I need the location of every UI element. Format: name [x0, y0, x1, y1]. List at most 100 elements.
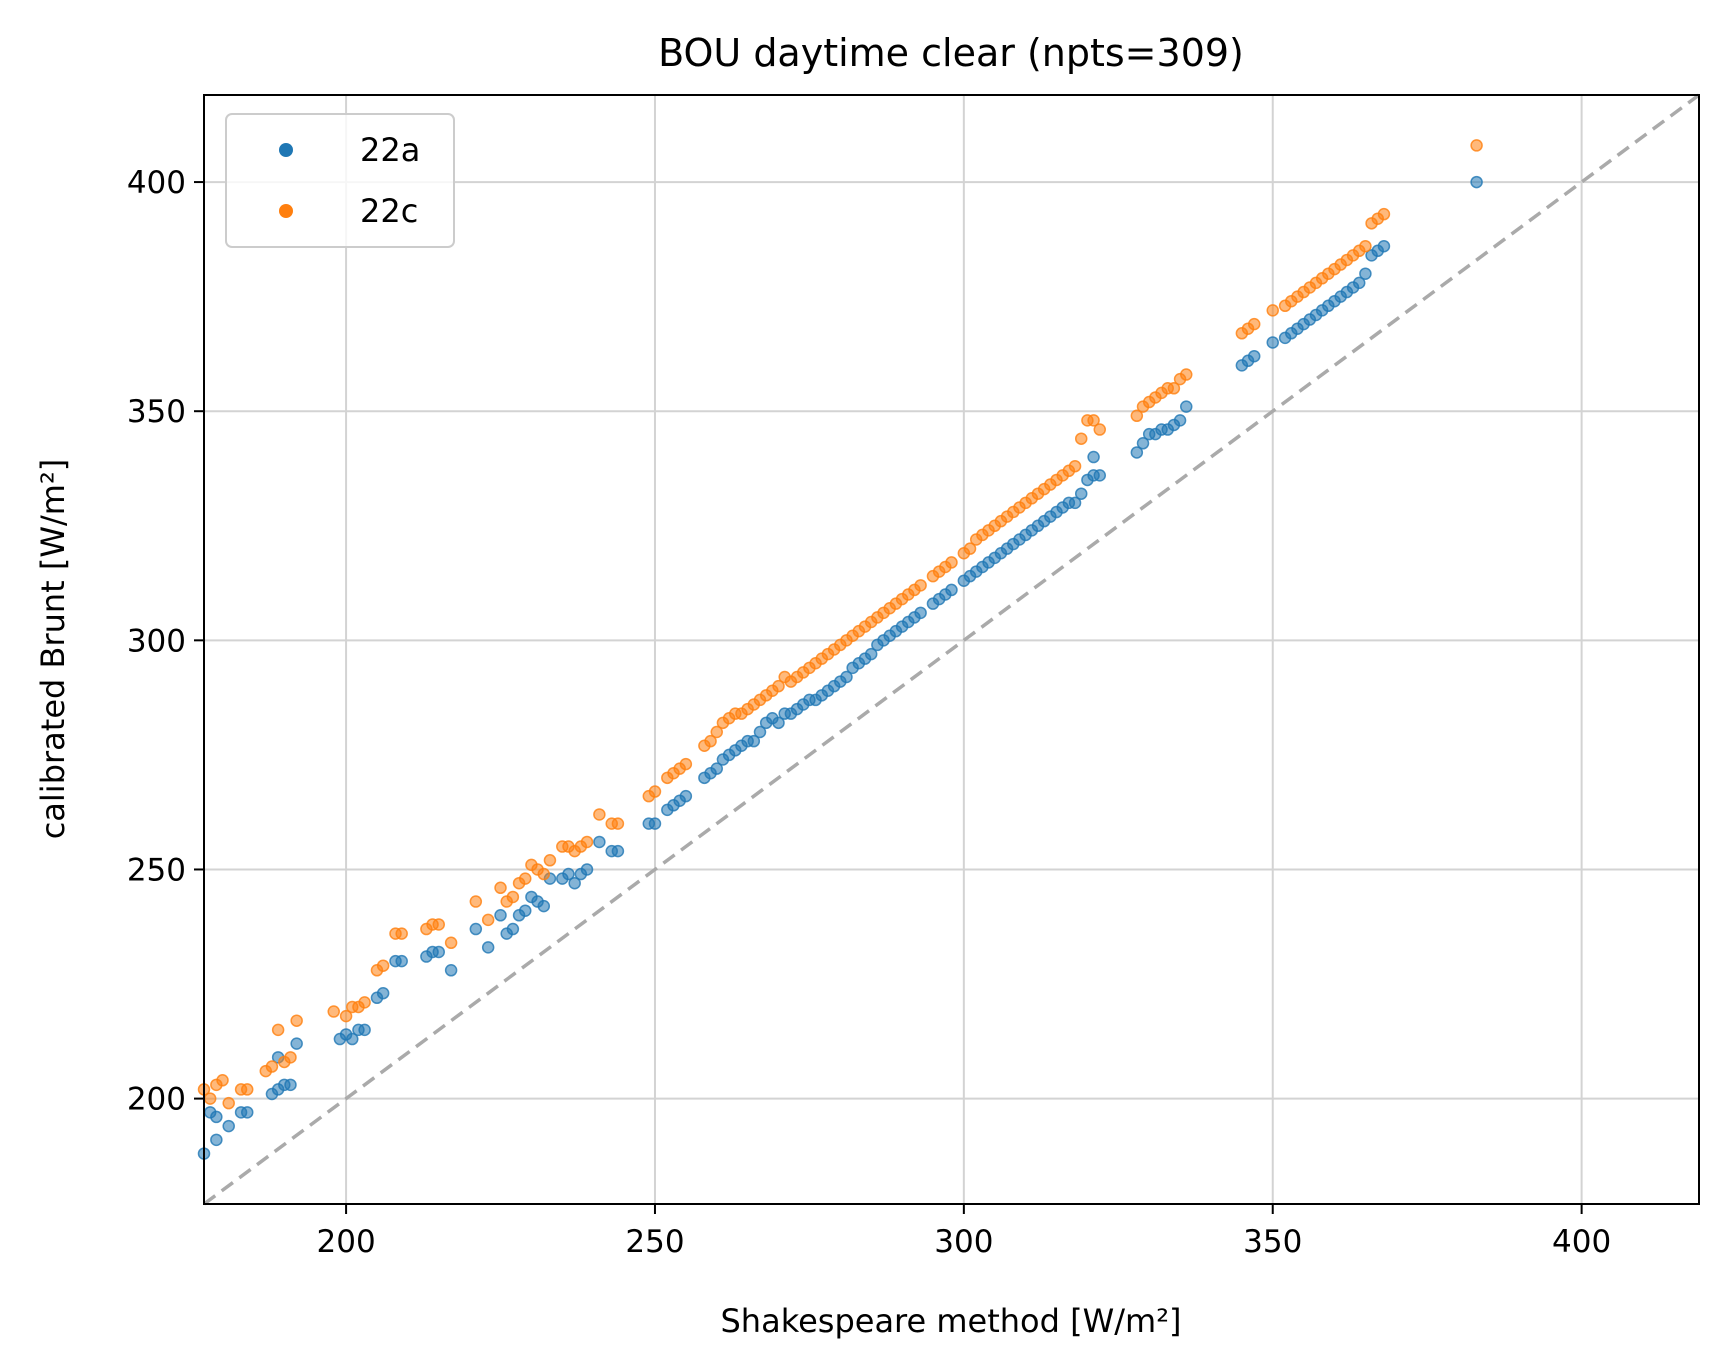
point-22a — [945, 583, 958, 597]
point-22a — [432, 945, 446, 959]
point-22a — [568, 876, 581, 890]
point-22a — [444, 964, 458, 977]
point-22c — [704, 734, 717, 748]
point-22c — [1359, 239, 1372, 253]
point-22a — [1130, 446, 1144, 459]
point-22c — [444, 936, 458, 950]
point-22a — [611, 844, 625, 858]
point-22a — [1470, 175, 1483, 189]
point-22a — [580, 863, 594, 876]
point-22c — [1266, 304, 1279, 317]
point-22c — [265, 1060, 279, 1073]
legend-label-22a: 22a — [360, 131, 420, 169]
point-22a — [864, 647, 878, 661]
point-22c — [914, 579, 927, 592]
point-22c — [1247, 317, 1261, 331]
point-22a — [1068, 496, 1082, 510]
identity-line — [202, 93, 1701, 1206]
point-22a — [1352, 276, 1366, 290]
point-22a — [840, 670, 853, 684]
x-axis-label: Shakespeare method [W/m²] — [720, 1302, 1181, 1340]
point-22c — [1180, 368, 1193, 381]
point-22a — [1136, 437, 1150, 450]
point-22a — [593, 835, 606, 849]
point-22c — [1470, 139, 1483, 152]
point-22a — [290, 1037, 303, 1050]
point-22a — [210, 1133, 223, 1147]
legend: 22a 22c — [225, 113, 455, 248]
point-22c — [1087, 414, 1100, 427]
x-tick-label: 350 — [1243, 1224, 1302, 1260]
y-tick-label: 250 — [127, 852, 186, 888]
data-points — [197, 139, 1483, 1160]
point-22c — [432, 918, 446, 931]
point-22c — [481, 913, 495, 927]
point-22a — [518, 904, 532, 917]
point-22c — [543, 854, 557, 867]
point-22a — [346, 1032, 359, 1046]
legend-marker-22c — [279, 204, 293, 218]
point-22c — [203, 1092, 217, 1105]
point-22c — [222, 1096, 235, 1110]
identity-reference-line — [202, 93, 1701, 1206]
point-22a — [395, 954, 408, 968]
point-22c — [537, 867, 551, 881]
point-22a — [376, 986, 390, 1000]
point-22c — [469, 895, 483, 908]
point-22a — [358, 1023, 371, 1037]
x-tick-label: 200 — [317, 1224, 376, 1260]
point-22c — [327, 1005, 340, 1018]
point-22a — [1247, 349, 1261, 363]
point-22a — [562, 867, 575, 881]
x-tick-label: 300 — [934, 1224, 993, 1260]
legend-marker-22a — [279, 143, 293, 157]
point-22c — [710, 725, 723, 739]
point-22c — [1074, 432, 1088, 445]
plot-frame — [203, 94, 1700, 1205]
legend-label-22c: 22c — [360, 192, 418, 230]
point-22a — [284, 1078, 297, 1092]
point-22a — [210, 1110, 223, 1124]
point-22c — [216, 1074, 229, 1087]
point-22c — [593, 808, 606, 821]
point-22c — [580, 835, 594, 849]
point-22c — [240, 1083, 254, 1096]
point-22a — [1359, 267, 1372, 280]
point-22a — [753, 725, 767, 739]
point-22c — [1130, 409, 1144, 423]
point-22c — [611, 817, 625, 830]
x-tick-label: 400 — [1552, 1224, 1611, 1260]
point-22c — [494, 881, 507, 895]
grid — [204, 95, 1699, 1204]
y-tick-label: 400 — [127, 165, 186, 201]
point-22c — [339, 1009, 353, 1023]
point-22a — [710, 762, 723, 775]
point-22a — [1377, 239, 1391, 253]
point-22c — [1093, 423, 1107, 436]
chart-title: BOU daytime clear (npts=309) — [658, 31, 1244, 75]
point-22a — [1180, 400, 1193, 413]
point-22a — [747, 734, 761, 748]
y-tick-label: 300 — [127, 623, 186, 659]
point-22c — [506, 890, 520, 904]
series-22a — [197, 175, 1483, 1160]
point-22c — [358, 996, 371, 1009]
point-22a — [494, 909, 507, 922]
point-22a — [537, 899, 551, 913]
x-tick-label: 250 — [625, 1224, 684, 1260]
y-tick-label: 350 — [127, 394, 186, 430]
point-22c — [284, 1051, 297, 1064]
axis-ticks: 200 250 300 350 400 200 250 300 350 400 — [127, 165, 1611, 1260]
y-tick-label: 200 — [127, 1082, 186, 1118]
point-22c — [945, 556, 958, 569]
point-22c — [518, 872, 532, 885]
point-22a — [772, 716, 785, 730]
point-22c — [648, 785, 662, 798]
point-22a — [222, 1119, 235, 1133]
point-22a — [1074, 487, 1088, 500]
point-22a — [914, 606, 927, 620]
point-22c — [1377, 207, 1391, 221]
point-22a — [1087, 450, 1100, 464]
point-22c — [679, 757, 693, 771]
